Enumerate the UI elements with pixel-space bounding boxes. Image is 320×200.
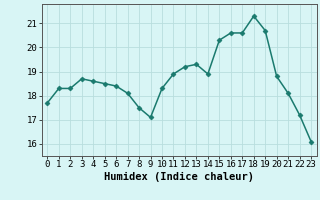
X-axis label: Humidex (Indice chaleur): Humidex (Indice chaleur) [104, 172, 254, 182]
